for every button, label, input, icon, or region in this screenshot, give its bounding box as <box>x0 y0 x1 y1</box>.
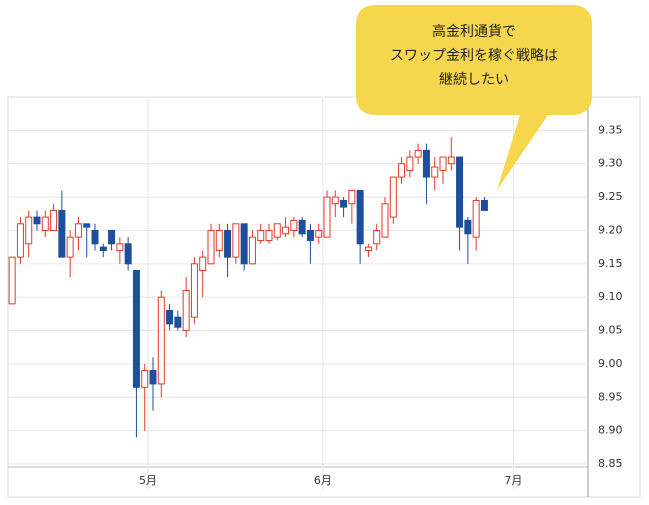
candle-body <box>306 229 314 241</box>
candle-body <box>315 229 323 238</box>
y-tick-label: 9.15 <box>598 257 623 270</box>
candle-body <box>25 216 33 245</box>
candle-body <box>356 189 364 245</box>
y-tick-label: 8.90 <box>598 424 623 437</box>
candle-body <box>50 209 58 231</box>
candle-body <box>364 246 372 251</box>
candle-body <box>248 236 256 265</box>
candle-body <box>464 219 472 235</box>
callout-bubble <box>356 5 592 190</box>
y-tick-label: 9.35 <box>598 123 623 136</box>
candle-body <box>298 219 306 235</box>
candle-body <box>431 166 439 178</box>
candle-body <box>340 199 348 208</box>
y-tick-label: 8.85 <box>598 457 623 470</box>
candle-body <box>116 243 124 251</box>
y-tick-label: 9.25 <box>598 190 623 203</box>
candle-body <box>182 290 190 332</box>
candle-body <box>422 149 430 178</box>
y-tick-label: 8.95 <box>598 390 623 403</box>
candle-body <box>174 316 182 328</box>
candle-body <box>257 229 265 241</box>
candle-body <box>373 229 381 245</box>
candle-body <box>83 223 91 228</box>
candle-body <box>398 163 406 178</box>
candle-body <box>273 223 281 238</box>
candle-body <box>99 246 107 251</box>
candle-body <box>16 223 24 258</box>
candle-body <box>157 296 165 385</box>
y-tick-label: 9.00 <box>598 357 623 370</box>
candle-body <box>190 263 198 318</box>
candle-body <box>323 196 331 238</box>
candle-body <box>41 216 49 231</box>
candle-body <box>66 236 74 258</box>
candle-body <box>215 229 223 251</box>
annotation-line: 高金利通貨で <box>432 23 516 40</box>
candle-body <box>290 219 298 231</box>
candle-body <box>331 196 339 205</box>
candle-body <box>58 209 66 258</box>
y-tick-label: 9.10 <box>598 290 623 303</box>
candle-body <box>166 310 174 325</box>
y-tick-label: 9.20 <box>598 223 623 236</box>
candle-body <box>406 156 414 171</box>
candle-body <box>149 370 157 385</box>
candle-body <box>282 226 290 235</box>
candle-body <box>456 156 464 228</box>
candle-body <box>348 189 356 205</box>
candle-body <box>8 256 16 305</box>
callout: 高金利通貨で スワップ金利を稼ぐ戦略は 継続したい <box>356 5 592 190</box>
candle-body <box>124 243 132 265</box>
plot: 8.85 8.90 8.95 9.00 9.05 9.10 9.15 9.20 9.25 9.30… <box>8 97 623 490</box>
x-tick-label: 5月 <box>139 474 157 487</box>
candle-body <box>447 156 455 165</box>
candle-body <box>265 229 273 241</box>
candle-body <box>74 223 82 238</box>
candle-body <box>381 203 389 238</box>
candle-body <box>132 269 140 388</box>
candle-body <box>240 223 248 265</box>
candle-body <box>389 176 397 218</box>
y-tick-label: 9.05 <box>598 324 623 337</box>
x-tick-label: 6月 <box>314 474 332 487</box>
y-tick-label: 9.30 <box>598 157 623 170</box>
candle-body <box>33 216 41 225</box>
candle-body <box>480 199 488 211</box>
candle-body <box>91 229 99 245</box>
candle-body <box>232 223 240 258</box>
annotation-line: 継続したい <box>439 71 509 88</box>
annotation-line: スワップ金利を稼ぐ戦略は <box>390 48 558 64</box>
candle-body <box>224 229 232 258</box>
candle-body <box>199 256 207 271</box>
candle-body <box>108 229 116 245</box>
candle-body <box>414 149 422 158</box>
candle-body <box>141 370 149 388</box>
candle-body <box>439 156 447 171</box>
x-tick-label: 7月 <box>504 474 522 487</box>
candle-body <box>472 199 480 238</box>
candle-body <box>207 229 215 265</box>
